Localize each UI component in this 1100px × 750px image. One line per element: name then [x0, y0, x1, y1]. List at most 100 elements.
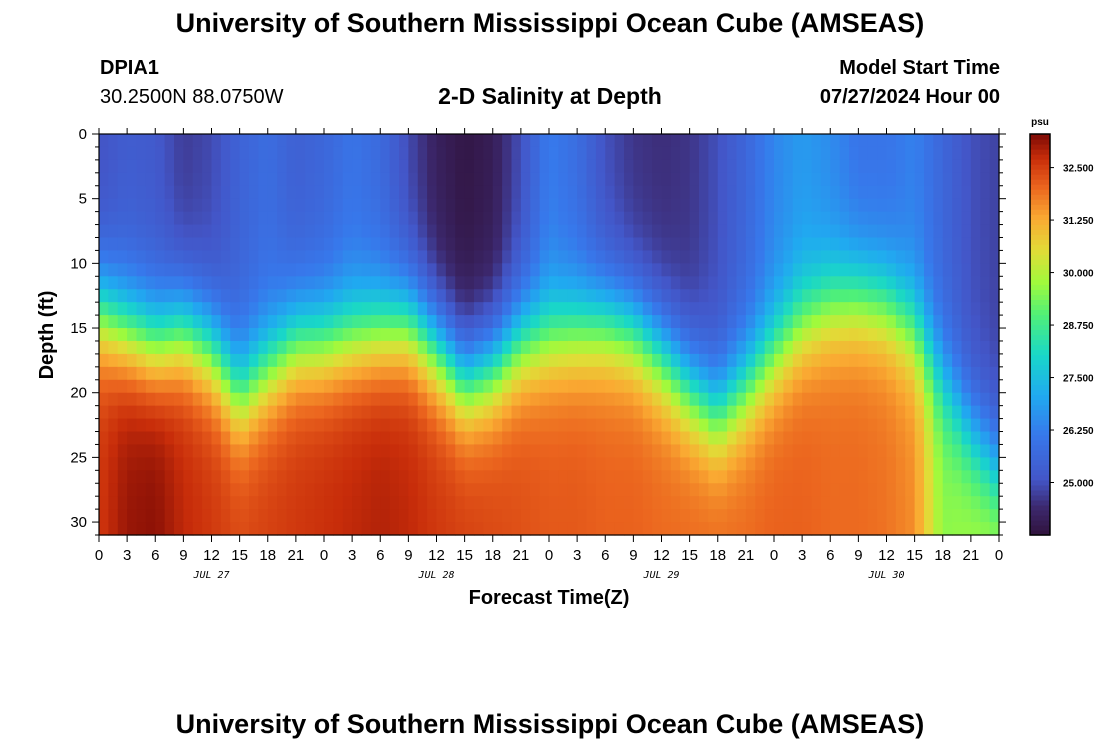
heatmap-cell	[980, 509, 991, 523]
heatmap-cell	[183, 444, 194, 458]
heatmap-cell	[867, 340, 878, 355]
heatmap-cell	[933, 470, 944, 484]
heatmap-cell	[642, 457, 653, 471]
heatmap-cell	[942, 198, 953, 213]
heatmap-cell	[380, 237, 391, 252]
heatmap-cell	[445, 392, 456, 407]
heatmap-cell	[183, 328, 194, 342]
heatmap-cell	[117, 496, 128, 510]
heatmap-cell	[989, 172, 1000, 187]
heatmap-cell	[408, 392, 419, 407]
heatmap-cell	[830, 392, 841, 407]
heatmap-cell	[736, 379, 747, 394]
heatmap-cell	[689, 263, 700, 277]
heatmap-cell	[502, 483, 513, 497]
heatmap-cell	[399, 159, 409, 174]
heatmap-cell	[127, 418, 138, 433]
heatmap-cell	[417, 444, 428, 458]
heatmap-cell	[474, 496, 484, 510]
heatmap-cell	[783, 224, 794, 239]
heatmap-cell	[380, 366, 391, 381]
heatmap-cell	[511, 392, 522, 407]
heatmap-cell	[417, 340, 428, 355]
heatmap-cell	[417, 159, 428, 174]
heatmap-cell	[774, 418, 784, 433]
heatmap-cell	[342, 198, 353, 213]
heatmap-cell	[389, 146, 400, 161]
y-tick-label: 30	[70, 514, 87, 531]
heatmap-cell	[455, 185, 466, 200]
heatmap-cell	[670, 509, 681, 523]
heatmap-cell	[952, 237, 963, 252]
heatmap-cell	[895, 146, 906, 161]
heatmap-cell	[342, 392, 353, 407]
heatmap-cell	[830, 146, 841, 161]
heatmap-cell	[211, 328, 222, 342]
heatmap-cell	[774, 302, 784, 316]
heatmap-cell	[295, 250, 306, 264]
heatmap-cell	[230, 172, 241, 187]
heatmap-cell	[277, 340, 288, 355]
heatmap-cell	[727, 444, 738, 458]
heatmap-cell	[324, 379, 334, 394]
heatmap-cell	[849, 159, 859, 174]
heatmap-cell	[483, 392, 494, 407]
heatmap-cell	[717, 328, 728, 342]
colorbar-segment	[1030, 314, 1050, 321]
heatmap-cell	[811, 431, 822, 446]
heatmap-cell	[989, 483, 1000, 497]
heatmap-cell	[642, 159, 653, 174]
heatmap-cell	[895, 340, 906, 355]
heatmap-cell	[680, 340, 691, 355]
heatmap-cell	[464, 496, 475, 510]
heatmap-cell	[652, 185, 663, 200]
heatmap-cell	[192, 418, 203, 433]
heatmap-cell	[745, 263, 756, 277]
heatmap-cell	[305, 224, 316, 239]
heatmap-cell	[361, 457, 372, 471]
heatmap-cell	[549, 250, 559, 264]
heatmap-cell	[164, 496, 175, 510]
heatmap-cell	[427, 224, 438, 239]
heatmap-cell	[895, 237, 906, 252]
heatmap-cell	[155, 392, 166, 407]
heatmap-cell	[577, 470, 588, 484]
heatmap-cell	[352, 159, 363, 174]
heatmap-cell	[717, 172, 728, 187]
heatmap-cell	[174, 198, 184, 213]
heatmap-cell	[905, 198, 916, 213]
heatmap-cell	[530, 250, 541, 264]
heatmap-cell	[408, 276, 419, 290]
heatmap-cell	[145, 250, 156, 264]
heatmap-cell	[314, 418, 325, 433]
heatmap-cell	[895, 250, 906, 264]
heatmap-cell	[342, 185, 353, 200]
heatmap-cell	[474, 405, 484, 420]
heatmap-cell	[642, 496, 653, 510]
heatmap-cell	[811, 159, 822, 174]
heatmap-cell	[652, 224, 663, 239]
heatmap-cell	[905, 211, 916, 226]
heatmap-cell	[380, 392, 391, 407]
heatmap-cell	[727, 457, 738, 471]
heatmap-cell	[755, 353, 766, 368]
heatmap-cell	[174, 134, 184, 148]
heatmap-cell	[914, 172, 925, 187]
heatmap-cell	[699, 483, 709, 497]
heatmap-cell	[99, 379, 109, 394]
colorbar-segment	[1030, 499, 1050, 506]
heatmap-cell	[286, 159, 297, 174]
heatmap-cell	[942, 289, 953, 303]
heatmap-cell	[539, 172, 550, 187]
heatmap-cell	[164, 444, 175, 458]
heatmap-cell	[192, 185, 203, 200]
heatmap-cell	[136, 470, 147, 484]
heatmap-cell	[389, 483, 400, 497]
heatmap-cell	[174, 302, 184, 316]
heatmap-cell	[389, 172, 400, 187]
heatmap-cell	[427, 509, 438, 523]
colorbar-segment	[1030, 449, 1050, 456]
heatmap-cell	[727, 302, 738, 316]
heatmap-cell	[717, 470, 728, 484]
heatmap-cell	[483, 211, 494, 226]
